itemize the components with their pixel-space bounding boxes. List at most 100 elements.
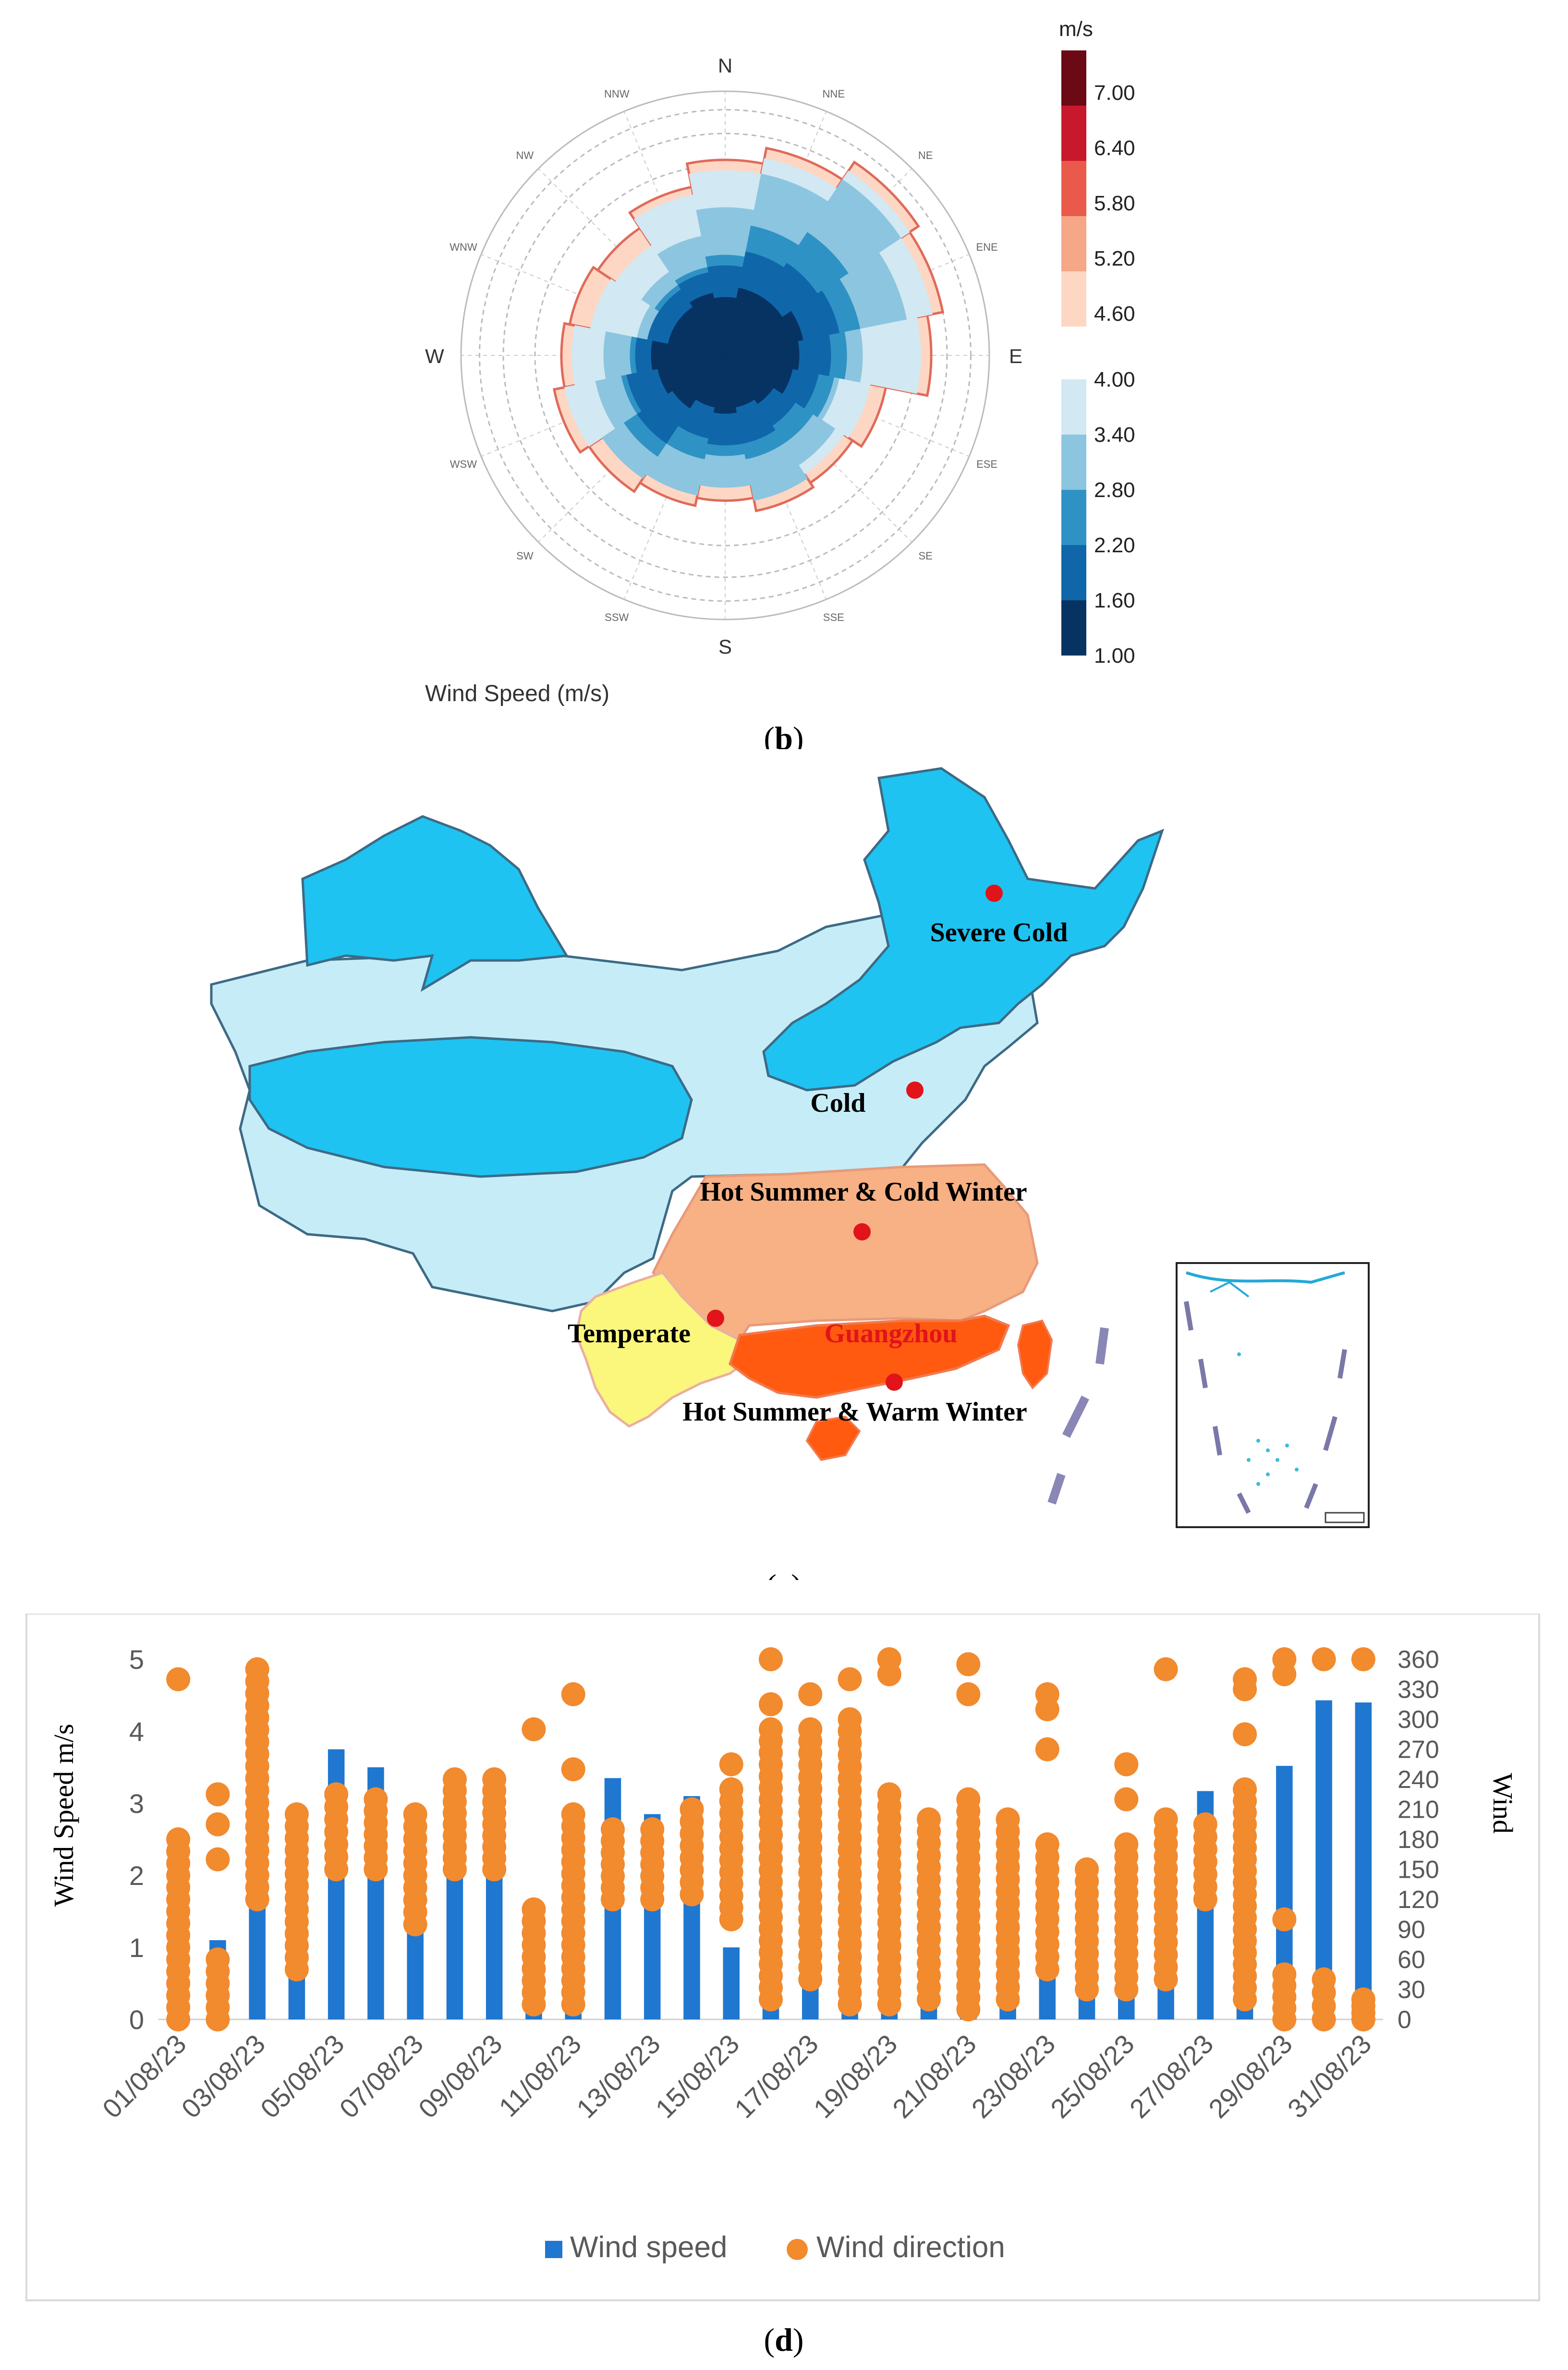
wind-direction-point xyxy=(166,1827,191,1851)
y-tick-label: 1 xyxy=(129,1932,144,1963)
wind-direction-point xyxy=(1114,1832,1139,1857)
wind-direction-point xyxy=(1075,1857,1099,1882)
color-bar: 7.00 6.40 5.80 5.20 4.60 4.00 3.40 2.80 2.20 1.60… xyxy=(1061,50,1135,668)
compass-label-sw: SW xyxy=(516,550,534,562)
y2-tick-label: 0 xyxy=(1398,2006,1411,2034)
wind-direction-point xyxy=(1154,1657,1178,1681)
wind-direction-point xyxy=(561,1682,585,1706)
rose-ring xyxy=(502,133,948,578)
wind-direction-point xyxy=(245,1657,269,1681)
cold-label: Cold xyxy=(810,1088,865,1118)
wind-direction-point xyxy=(561,1802,585,1826)
wind-speed-bar xyxy=(723,1947,740,2019)
rose-petal xyxy=(651,340,726,370)
wind-direction-point xyxy=(166,1667,191,1691)
y2-tick-label: 120 xyxy=(1398,1886,1439,1914)
y-tick-label: 5 xyxy=(129,1644,144,1675)
colorbar-red-segment xyxy=(1061,161,1086,216)
wind-direction-point xyxy=(206,1812,230,1836)
colorbar-red-segment xyxy=(1061,50,1086,106)
compass-label-wnw: WNW xyxy=(450,241,477,253)
wind-direction-point xyxy=(1272,1907,1297,1932)
caption-c-letter: c xyxy=(777,1568,791,1580)
wind-direction-point xyxy=(1114,1752,1139,1776)
colorbar-blue-segment xyxy=(1061,545,1086,600)
temperate-label: Temperate xyxy=(568,1319,691,1349)
y-tick-label: 4 xyxy=(129,1716,144,1747)
rose-petal xyxy=(713,355,737,414)
y2-tick-label: 30 xyxy=(1398,1976,1425,2004)
caption-d: (d) xyxy=(764,2321,803,2358)
wind-direction-points xyxy=(166,1647,1375,2031)
wind-speed-bar xyxy=(446,1868,463,2019)
south-china-sea-inset xyxy=(1176,1262,1370,1528)
wind-direction-point xyxy=(206,1847,230,1872)
colorbar-red-label: 7.00 xyxy=(1094,81,1135,105)
temperate-zone xyxy=(575,1271,751,1428)
sea-border-dashes xyxy=(1047,1327,1109,1505)
colorbar-red-label: 4.60 xyxy=(1094,302,1135,326)
rose-petal xyxy=(725,340,800,370)
wind-direction-point xyxy=(1312,1967,1336,1992)
y2-tick-label: 270 xyxy=(1398,1736,1439,1764)
wind-direction-point xyxy=(877,1782,901,1807)
wind-direction-point xyxy=(522,1897,546,1921)
y2-tick-label: 60 xyxy=(1398,1946,1425,1974)
colorbar-blue-segment xyxy=(1061,600,1086,656)
wind-direction-point xyxy=(1272,1962,1297,1987)
guangzhou-label: Guangzhou xyxy=(825,1319,958,1349)
wind-direction-point xyxy=(798,1717,823,1741)
wind-direction-point xyxy=(1193,1812,1217,1836)
rose-petal xyxy=(725,311,803,356)
compass-label-se: SE xyxy=(919,550,933,562)
y2-tick-label: 330 xyxy=(1398,1676,1439,1704)
wind-direction-point xyxy=(719,1777,743,1801)
compass-label-e: E xyxy=(1009,345,1022,367)
wind-direction-point xyxy=(522,1717,546,1741)
wind-direction-point xyxy=(838,1667,862,1691)
wind-direction-point xyxy=(1351,1647,1375,1671)
legend-wind-speed-swatch xyxy=(545,2241,562,2258)
compass-label-ese: ESE xyxy=(976,458,997,470)
hot-summer-cold-winter-marker xyxy=(853,1223,871,1240)
wind-direction-point xyxy=(917,1807,941,1832)
wind-direction-point xyxy=(206,1947,230,1971)
compass-label-ssw: SSW xyxy=(605,611,629,623)
severe-cold-marker xyxy=(985,885,1003,902)
y2-tick-label: 240 xyxy=(1398,1766,1439,1794)
colorbar-blue-label: 1.60 xyxy=(1094,589,1135,612)
wind-direction-point xyxy=(1154,1807,1178,1832)
compass-label-wsw: WSW xyxy=(450,458,477,470)
wind-speed-bar xyxy=(249,1897,266,2019)
colorbar-blue-label: 1.00 xyxy=(1094,644,1135,668)
compass-label-s: S xyxy=(718,635,732,658)
wind-rose-xlabel: Wind Speed (m/s) xyxy=(425,681,609,706)
wind-direction-point xyxy=(1035,1697,1059,1722)
wind-direction-point xyxy=(956,1682,981,1706)
compass-label-n: N xyxy=(718,54,732,77)
compass-label-nnw: NNW xyxy=(604,88,630,100)
legend-wind-direction-marker xyxy=(787,2239,808,2260)
wind-direction-point xyxy=(482,1767,507,1791)
colorbar-red-label: 5.80 xyxy=(1094,192,1135,215)
colorbar-blue-segment xyxy=(1061,435,1086,490)
wind-direction-point xyxy=(640,1817,665,1842)
hainan-island xyxy=(805,1415,861,1461)
compass-label-nw: NW xyxy=(516,149,534,161)
caption-c: (c) xyxy=(766,1568,802,1580)
colorbar-red-segment xyxy=(1061,216,1086,271)
y2-tick-label: 150 xyxy=(1398,1856,1439,1884)
wind-direction-point xyxy=(1351,1987,1375,2012)
compass-label-ne: NE xyxy=(918,149,933,161)
hot-summer-cold-winter-label: Hot Summer & Cold Winter xyxy=(700,1177,1027,1207)
cold-marker xyxy=(906,1082,924,1099)
wind-direction-point xyxy=(1233,1777,1257,1801)
wind-direction-point xyxy=(561,1757,585,1782)
taiwan-island xyxy=(1017,1319,1053,1390)
colorbar-unit: m/s xyxy=(1059,17,1093,41)
wind-direction-point xyxy=(1233,1722,1257,1747)
wind-direction-point xyxy=(364,1787,388,1811)
